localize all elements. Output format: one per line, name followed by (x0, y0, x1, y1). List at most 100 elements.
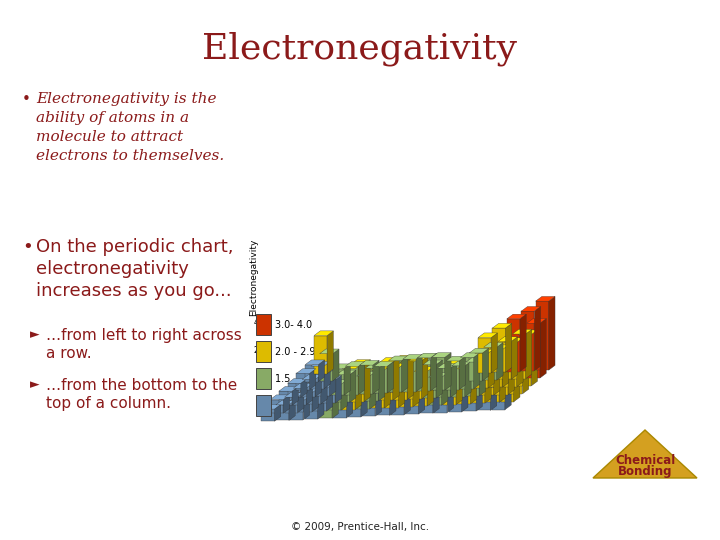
Polygon shape (478, 333, 498, 338)
Polygon shape (314, 331, 333, 335)
Polygon shape (321, 378, 327, 404)
Polygon shape (403, 359, 416, 392)
Polygon shape (463, 389, 476, 411)
Text: Electronegativity: Electronegativity (249, 239, 258, 316)
Polygon shape (290, 401, 303, 420)
Polygon shape (443, 364, 456, 404)
Polygon shape (451, 361, 471, 366)
Polygon shape (317, 373, 330, 396)
Polygon shape (492, 387, 505, 410)
Polygon shape (293, 388, 307, 404)
Polygon shape (365, 363, 384, 368)
Polygon shape (311, 361, 330, 366)
Polygon shape (293, 383, 312, 388)
Polygon shape (486, 364, 499, 402)
Polygon shape (480, 357, 485, 396)
Polygon shape (307, 383, 321, 404)
Polygon shape (408, 356, 428, 361)
Polygon shape (394, 360, 408, 400)
Polygon shape (498, 337, 518, 341)
Text: 2.0 - 2.9: 2.0 - 2.9 (275, 347, 315, 356)
Polygon shape (434, 390, 447, 413)
Polygon shape (495, 354, 514, 358)
Polygon shape (384, 366, 390, 408)
Polygon shape (457, 364, 477, 369)
Polygon shape (428, 377, 441, 406)
Text: 3.0- 4.0: 3.0- 4.0 (275, 320, 312, 329)
Polygon shape (320, 349, 339, 354)
Polygon shape (346, 389, 353, 417)
Polygon shape (518, 330, 538, 335)
Polygon shape (389, 361, 402, 393)
Polygon shape (311, 366, 324, 389)
Polygon shape (362, 389, 382, 394)
Polygon shape (318, 392, 324, 419)
Polygon shape (517, 338, 523, 387)
Polygon shape (420, 391, 433, 413)
Polygon shape (391, 392, 404, 415)
Polygon shape (492, 323, 512, 328)
Polygon shape (447, 386, 454, 413)
Polygon shape (387, 362, 394, 393)
Polygon shape (488, 349, 495, 388)
Polygon shape (500, 363, 513, 402)
Polygon shape (404, 388, 410, 415)
Polygon shape (482, 348, 489, 381)
Polygon shape (379, 357, 399, 362)
Polygon shape (462, 384, 468, 412)
Polygon shape (451, 363, 456, 397)
Polygon shape (403, 354, 423, 359)
Polygon shape (507, 319, 520, 372)
Text: 2: 2 (253, 346, 258, 355)
Polygon shape (490, 345, 509, 349)
Polygon shape (423, 364, 436, 398)
Polygon shape (389, 356, 408, 361)
Text: On the periodic chart,: On the periodic chart, (36, 238, 233, 256)
Polygon shape (328, 384, 341, 410)
Polygon shape (284, 393, 304, 397)
Polygon shape (299, 388, 318, 393)
Polygon shape (593, 430, 697, 478)
Polygon shape (313, 389, 326, 411)
Polygon shape (408, 355, 413, 400)
Polygon shape (527, 319, 546, 323)
Polygon shape (344, 364, 351, 395)
Polygon shape (351, 360, 370, 365)
Polygon shape (379, 363, 384, 401)
Polygon shape (505, 323, 512, 372)
Polygon shape (326, 384, 333, 411)
Polygon shape (449, 389, 462, 412)
Polygon shape (491, 333, 498, 373)
Polygon shape (279, 387, 298, 391)
Polygon shape (472, 368, 485, 403)
Polygon shape (374, 362, 394, 366)
Polygon shape (394, 355, 413, 360)
Polygon shape (456, 360, 462, 404)
Polygon shape (428, 373, 448, 377)
Polygon shape (423, 360, 442, 364)
Polygon shape (474, 353, 480, 389)
Polygon shape (437, 363, 456, 368)
Text: increases as you go...: increases as you go... (36, 282, 232, 300)
Polygon shape (469, 353, 482, 381)
Polygon shape (315, 375, 322, 397)
Polygon shape (330, 368, 336, 396)
Polygon shape (484, 342, 503, 347)
Polygon shape (490, 383, 497, 410)
Text: electronegativity: electronegativity (36, 260, 189, 278)
Polygon shape (331, 364, 351, 369)
Polygon shape (310, 369, 316, 389)
Polygon shape (288, 383, 301, 397)
Polygon shape (432, 353, 451, 357)
Polygon shape (549, 296, 555, 370)
Polygon shape (373, 360, 379, 394)
Polygon shape (341, 380, 347, 410)
Polygon shape (336, 375, 350, 402)
Polygon shape (375, 389, 382, 416)
Polygon shape (276, 405, 289, 421)
Polygon shape (446, 361, 459, 389)
Polygon shape (521, 311, 534, 371)
Polygon shape (322, 375, 341, 380)
Polygon shape (307, 378, 327, 383)
Polygon shape (360, 360, 379, 365)
